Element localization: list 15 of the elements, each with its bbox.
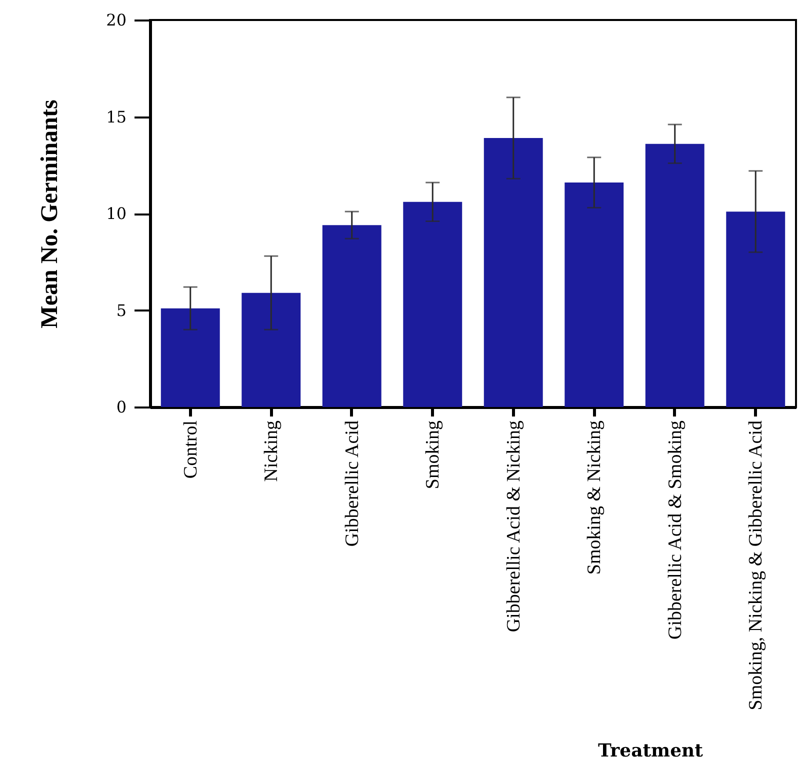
y-tick-label: 10 xyxy=(106,204,126,223)
y-axis-title: Mean No. Germinants xyxy=(37,100,64,328)
x-tick-label: Gibberellic Acid & Smoking xyxy=(664,420,686,640)
y-tick-label: 20 xyxy=(106,10,126,30)
x-tick-label: Gibberellic Acid xyxy=(342,420,363,547)
y-tick-label: 15 xyxy=(106,107,126,126)
x-tick-label: Smoking & Nicking xyxy=(584,420,606,575)
x-tick-label: Nicking xyxy=(261,420,282,482)
x-tick-label: Control xyxy=(180,420,202,479)
x-tick-label: Smoking xyxy=(422,420,444,490)
y-tick-label: 0 xyxy=(116,398,126,416)
x-tick-label: Gibberellic Acid & Nicking xyxy=(503,420,524,632)
x-axis-title: Treatment xyxy=(598,740,704,762)
y-tick-label: 5 xyxy=(116,300,126,320)
x-tick-label: Smoking, Nicking & Gibberellic Acid xyxy=(746,420,767,710)
